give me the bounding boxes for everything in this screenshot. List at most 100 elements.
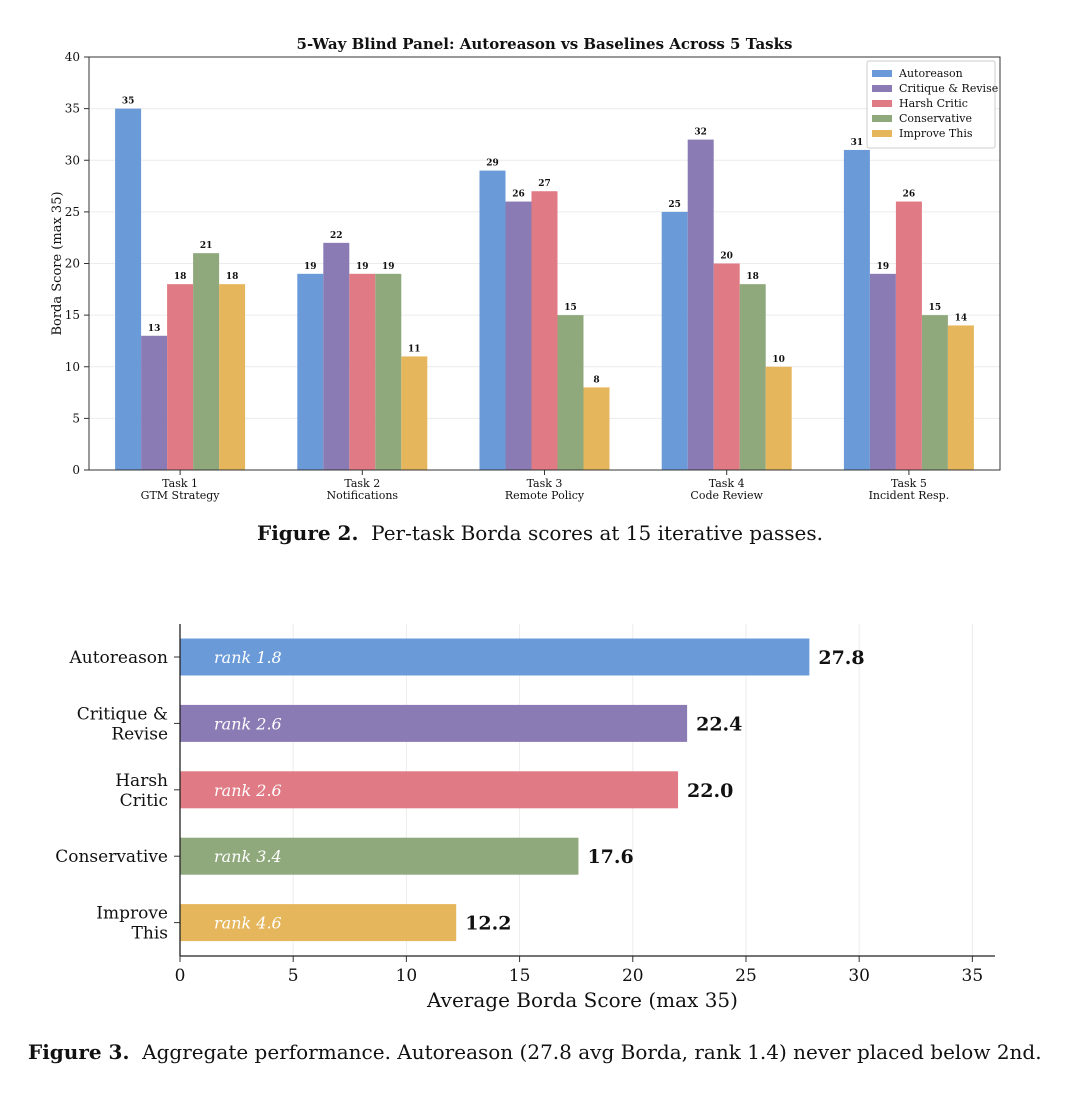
bar-improve-this — [583, 387, 610, 470]
horizontal-bar — [180, 771, 679, 809]
bar-value-label: 13 — [148, 324, 161, 334]
y-tick-label: 35 — [65, 102, 80, 116]
legend-box — [866, 60, 996, 149]
figure-2-caption-label: Figure 2. — [257, 521, 359, 545]
bar-value-label: 35 — [122, 97, 135, 107]
bar-harsh-critic — [713, 263, 740, 470]
bar-critique-revise — [323, 242, 350, 470]
figure-3-caption-label: Figure 3. — [28, 1040, 130, 1064]
legend-swatch — [872, 115, 892, 122]
bar-conservative — [193, 253, 220, 470]
bar-value-label: 12.2 — [465, 913, 511, 935]
bar-value-label: 21 — [200, 241, 213, 251]
bar-value-label: 20 — [720, 252, 733, 262]
bar-value-label: 26 — [512, 190, 525, 200]
bar-value-label: 11 — [408, 344, 421, 354]
x-tick-label: Task 1 GTM Strategy — [141, 477, 221, 502]
bar-value-label: 22.4 — [696, 713, 742, 735]
horizontal-bar — [180, 638, 810, 676]
y-tick-label: 30 — [65, 153, 80, 167]
bar-value-label: 10 — [772, 355, 785, 365]
y-category-label: Critique & Revise — [77, 704, 168, 744]
legend-swatch — [872, 85, 892, 92]
bar-value-label: 27 — [538, 179, 551, 189]
x-tick-label: 5 — [288, 966, 299, 986]
bar-autoreason — [479, 170, 506, 470]
y-axis-label: Borda Score (max 35) — [50, 191, 65, 335]
figure-3-caption: Figure 3. Aggregate performance. Autorea… — [28, 1040, 1042, 1064]
bar-critique-revise — [869, 273, 896, 470]
bar-value-label: 32 — [694, 128, 707, 138]
bar-improve-this — [947, 325, 974, 470]
bar-value-label: 22 — [330, 231, 343, 241]
figure-3-caption-text: Aggregate performance. Autoreason (27.8 … — [142, 1040, 1042, 1064]
y-category-label: Autoreason — [68, 648, 168, 668]
figure-2-caption-text: Per-task Borda scores at 15 iterative pa… — [371, 521, 823, 545]
rank-label: rank 4.6 — [214, 914, 282, 933]
figure-2-caption: Figure 2. Per-task Borda scores at 15 it… — [0, 521, 1080, 545]
bar-conservative — [921, 315, 948, 470]
bar-value-label: 19 — [382, 262, 395, 272]
bar-autoreason — [843, 149, 870, 471]
y-tick-label: 40 — [65, 50, 80, 64]
y-category-label: Conservative — [55, 847, 168, 867]
legend-entry: Harsh Critic — [899, 97, 968, 110]
bar-value-label: 17.6 — [587, 846, 633, 868]
bar-value-label: 27.8 — [818, 647, 864, 669]
horizontal-bar — [180, 837, 579, 875]
figure-3-horizontal-bar-chart: 0 5 10 15 20 25 30 35 rank 1.8 27.8 Autoreason rank… — [55, 624, 995, 1012]
bar-value-label: 19 — [304, 262, 317, 272]
y-tick-label: 20 — [65, 257, 80, 271]
bar-value-label: 18 — [226, 272, 239, 282]
bar-value-label: 18 — [746, 272, 759, 282]
bar-harsh-critic — [167, 284, 194, 470]
bar-value-label: 15 — [929, 303, 942, 313]
bar-value-label: 19 — [877, 262, 890, 272]
bar-critique-revise — [687, 139, 714, 470]
bar-improve-this — [219, 284, 246, 470]
bar-value-label: 18 — [174, 272, 187, 282]
legend-swatch — [872, 130, 892, 137]
bar-autoreason — [115, 108, 142, 470]
legend-swatch — [872, 100, 892, 107]
bar-critique-revise — [505, 201, 532, 471]
y-tick-label: 5 — [72, 411, 80, 425]
rank-label: rank 3.4 — [214, 847, 282, 866]
x-tick-label: Task 2 Notifications — [327, 477, 399, 502]
bar-critique-revise — [141, 335, 168, 470]
legend-swatch — [872, 70, 892, 77]
y-tick-label: 0 — [72, 463, 80, 477]
figure-2-grouped-bar-chart: 0 5 10 15 20 25 30 35 40 35 19 29 25 31 13 22 26 32 19 18 19… — [50, 35, 1001, 502]
bar-value-label: 19 — [356, 262, 369, 272]
horizontal-bar — [180, 704, 688, 742]
bar-value-label: 8 — [593, 375, 599, 385]
bar-conservative — [739, 284, 766, 470]
legend-entry: Conservative — [899, 112, 972, 125]
bar-harsh-critic — [531, 191, 558, 470]
x-tick-label: 25 — [735, 966, 757, 986]
y-tick-label: 25 — [65, 205, 80, 219]
x-tick-label: 20 — [622, 966, 644, 986]
x-tick-label: Task 4 Code Review — [690, 477, 763, 502]
y-category-label: Harsh Critic — [115, 771, 168, 811]
bar-value-label: 14 — [955, 313, 968, 323]
bar-conservative — [375, 273, 402, 470]
legend-entry: Improve This — [899, 127, 973, 140]
bar-improve-this — [401, 356, 428, 470]
legend-entry: Autoreason — [898, 67, 963, 80]
x-axis-label: Average Borda Score (max 35) — [426, 988, 738, 1012]
bar-autoreason — [661, 211, 688, 470]
bar-value-label: 26 — [903, 190, 916, 200]
x-tick-label: 35 — [962, 966, 984, 986]
y-tick-label: 10 — [65, 360, 80, 374]
x-tick-label: Task 5 Incident Resp. — [869, 477, 950, 502]
rank-label: rank 2.6 — [214, 781, 282, 800]
bar-value-label: 31 — [851, 138, 864, 148]
horizontal-bar — [180, 904, 457, 942]
bar-value-label: 15 — [564, 303, 577, 313]
bar-harsh-critic — [895, 201, 922, 471]
rank-label: rank 1.8 — [214, 648, 282, 667]
rank-label: rank 2.6 — [214, 714, 282, 733]
y-tick-label: 15 — [65, 308, 80, 322]
bar-harsh-critic — [349, 273, 376, 470]
